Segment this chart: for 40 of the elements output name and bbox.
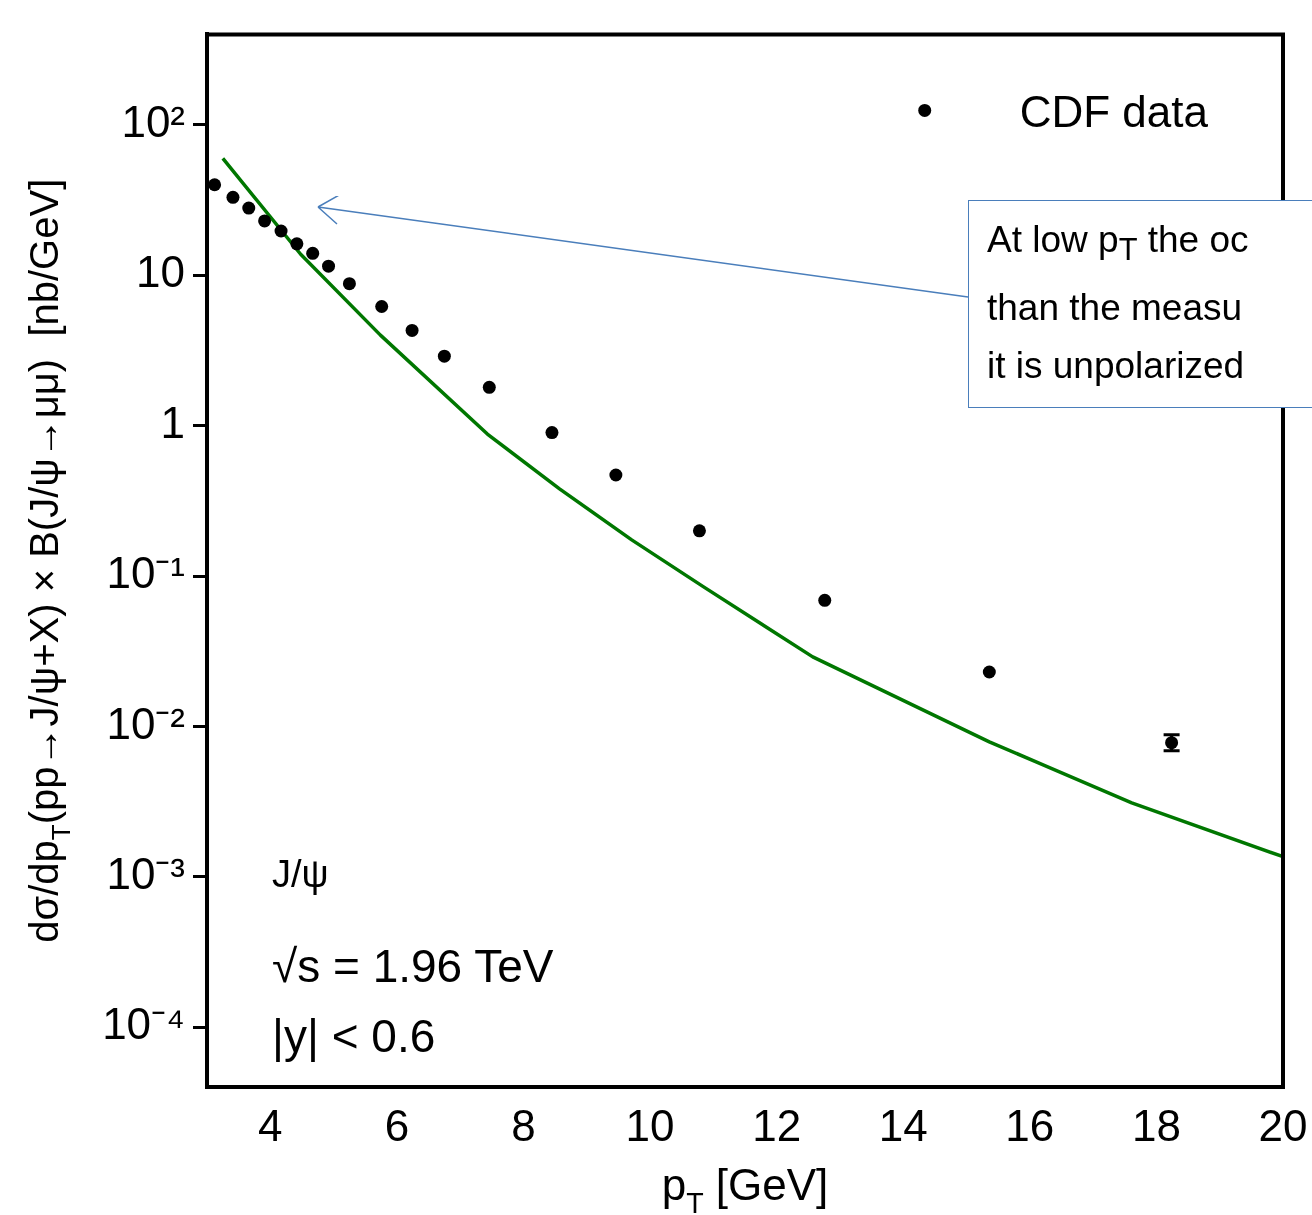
- legend-label: CDF data: [1019, 86, 1209, 136]
- point: [818, 593, 832, 607]
- point: [342, 277, 356, 291]
- point: [545, 426, 559, 440]
- y-tick-label: 1: [160, 397, 185, 447]
- x-tick-label: 20: [1258, 1100, 1308, 1150]
- point: [375, 300, 389, 314]
- annotation: J/ψ: [272, 853, 329, 895]
- y-axis-title: dσ/dpT(pp→J/ψ+X) × B(J/ψ→μμ) [nb/GeV]: [22, 178, 76, 943]
- x-tick-label: 16: [1005, 1100, 1055, 1150]
- point: [274, 224, 288, 238]
- y-tick-label: 10⁻¹: [106, 548, 185, 598]
- point: [692, 524, 706, 538]
- x-tick-label: 18: [1131, 1100, 1181, 1150]
- point: [482, 380, 496, 394]
- y-tick-label: 10⁻⁴: [102, 999, 185, 1049]
- annotation: |y| < 0.6: [272, 1010, 436, 1062]
- point: [242, 201, 256, 215]
- x-tick-label: 12: [752, 1100, 802, 1150]
- point: [258, 214, 272, 228]
- annotation: √s = 1.96 TeV: [272, 940, 554, 992]
- point: [306, 246, 320, 260]
- x-tick-label: 8: [511, 1100, 536, 1150]
- point: [982, 665, 996, 679]
- point: [290, 237, 304, 251]
- x-tick-label: 4: [258, 1100, 283, 1150]
- x-tick-label: 6: [384, 1100, 410, 1150]
- point: [609, 468, 623, 482]
- x-tick-label: 10: [625, 1100, 675, 1150]
- y-tick-label: 10²: [121, 97, 185, 147]
- point: [208, 178, 222, 192]
- point: [405, 323, 419, 337]
- y-tick-label: 10: [136, 247, 185, 297]
- point: [226, 190, 240, 204]
- y-tick-label: 10⁻³: [106, 848, 185, 898]
- x-tick-label: 14: [878, 1100, 928, 1150]
- callout-box: At low p$_{T}$ the oc than the measu it is unpolarized: [968, 200, 1312, 409]
- point: [322, 259, 336, 273]
- point: [437, 349, 451, 363]
- y-tick-label: 10⁻²: [106, 698, 185, 748]
